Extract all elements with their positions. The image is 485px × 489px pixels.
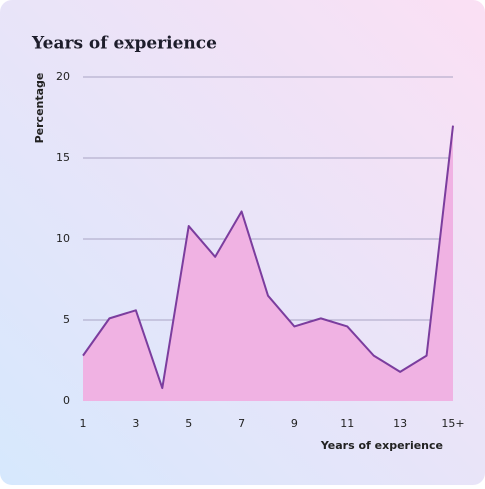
x-tick-label: 1: [80, 417, 87, 430]
y-tick-label: 0: [63, 394, 70, 407]
x-tick-label: 5: [185, 417, 192, 430]
x-tick-label: 9: [291, 417, 298, 430]
y-tick-label: 20: [56, 70, 70, 83]
y-tick-label: 15: [56, 151, 70, 164]
x-tick-label: 13: [393, 417, 407, 430]
x-tick-label: 3: [132, 417, 139, 430]
y-tick-label: 10: [56, 232, 70, 245]
y-axis-label: Percentage: [33, 73, 46, 144]
x-tick-label: 15+: [441, 417, 464, 430]
chart-title: Years of experience: [31, 34, 217, 54]
y-tick-label: 5: [63, 313, 70, 326]
x-axis-label: Years of experience: [320, 439, 443, 452]
x-tick-label: 11: [340, 417, 354, 430]
area: [83, 125, 453, 401]
line: [82, 125, 454, 390]
x-tick-label: 7: [238, 417, 245, 430]
